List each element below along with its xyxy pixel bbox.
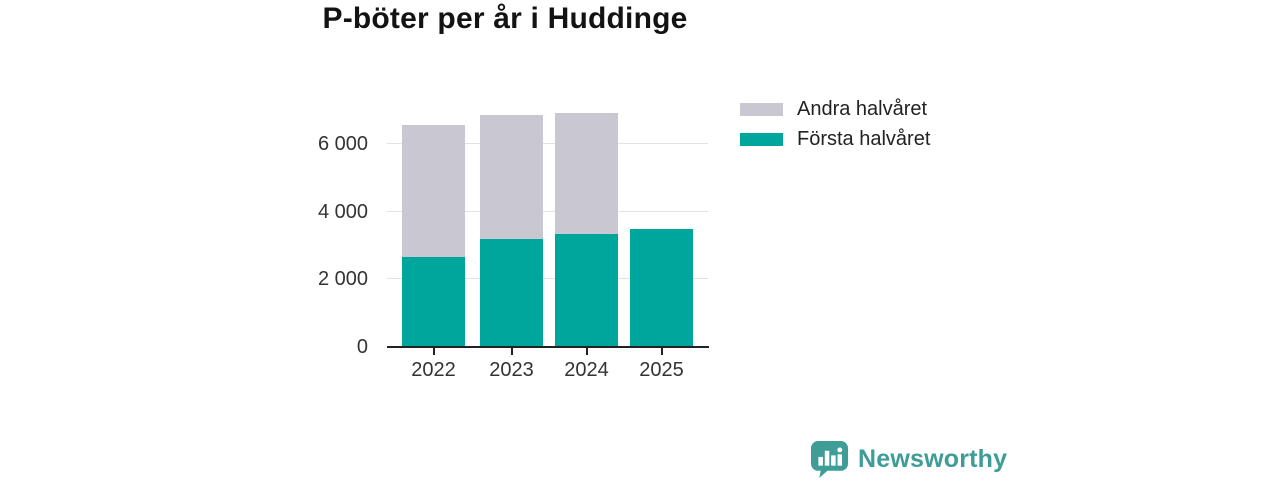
legend-label: Andra halvåret <box>797 97 928 120</box>
bar-segment-2022-f-rsta-halv-ret <box>402 257 465 347</box>
bar-chart-speech-bubble-icon <box>811 441 848 478</box>
x-tick-2022 <box>432 348 435 355</box>
bar-segment-2024-andra-halv-ret <box>555 113 618 234</box>
x-tick-2024 <box>585 348 588 355</box>
x-axis-line <box>387 345 709 348</box>
y-tick-label-0: 0 <box>356 336 368 358</box>
x-tick-label-2023: 2023 <box>489 359 534 381</box>
x-tick-label-2025: 2025 <box>639 359 684 381</box>
x-tick-label-2022: 2022 <box>411 359 456 381</box>
plot-area <box>387 89 708 347</box>
legend-swatch-andra-halvaret <box>740 102 783 116</box>
y-tick-label-2000: 2 000 <box>317 268 368 291</box>
gridline-4000 <box>387 210 708 212</box>
gridline-2000 <box>387 278 708 280</box>
brand-name: Newsworthy <box>858 445 1008 473</box>
legend-label: Första halvåret <box>797 127 931 150</box>
legend-swatch-forsta-halvaret <box>740 132 783 146</box>
chart-title: P-böter per år i Huddinge <box>322 2 688 35</box>
bar-segment-2024-f-rsta-halv-ret <box>555 233 618 347</box>
y-tick-label-4000: 4 000 <box>317 200 368 223</box>
bar-segment-2023-f-rsta-halv-ret <box>480 238 543 347</box>
y-tick-label-6000: 6 000 <box>317 132 368 155</box>
x-tick-2025 <box>660 348 663 355</box>
gridline-6000 <box>387 142 708 144</box>
x-tick-2023 <box>510 348 513 355</box>
x-tick-label-2024: 2024 <box>564 359 609 381</box>
legend: Andra halvåret Första halvåret <box>740 94 930 154</box>
bar-segment-2025-f-rsta-halv-ret <box>630 228 693 347</box>
legend-item-andra-halvaret: Andra halvåret <box>740 94 930 124</box>
legend-item-forsta-halvaret: Första halvåret <box>740 124 930 154</box>
bar-segment-2023-andra-halv-ret <box>480 115 543 239</box>
bar-segment-2022-andra-halv-ret <box>402 125 465 258</box>
brand-logo: Newsworthy <box>811 441 1007 478</box>
